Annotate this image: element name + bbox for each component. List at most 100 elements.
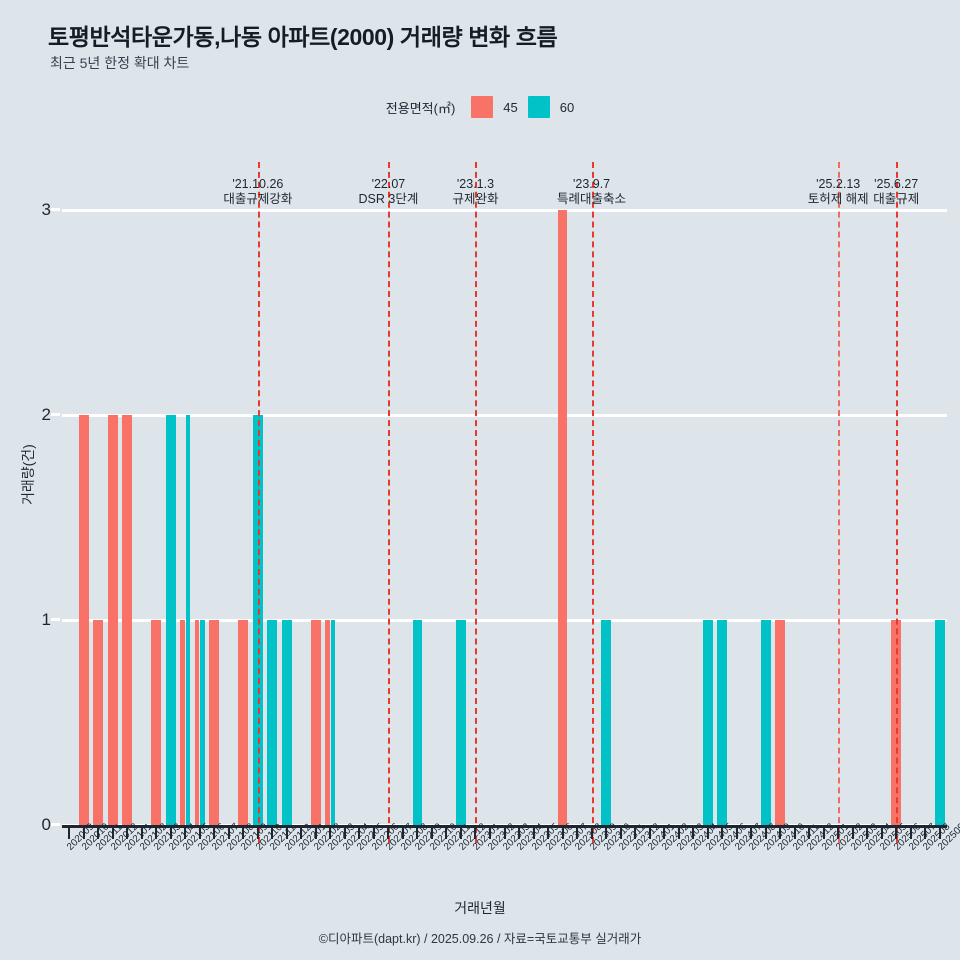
legend-swatch-45	[471, 96, 494, 118]
x-tick-mark-202105	[184, 825, 187, 839]
bar-202106-60[interactable]	[200, 620, 205, 825]
event-marker-label-202110: '21.10.26 대출규제강화	[223, 177, 292, 208]
x-tick-mark-202412	[808, 825, 811, 839]
x-tick-mark-202504	[866, 825, 869, 839]
x-tick-mark-202102	[140, 825, 143, 839]
bar-202107-45[interactable]	[209, 620, 220, 825]
x-tick-mark-202309	[590, 825, 593, 839]
y-tick-label-1: 1	[41, 610, 51, 629]
x-tick-mark-202208	[401, 825, 404, 839]
legend-label-45: 45	[503, 99, 518, 115]
x-tick-mark-202303	[503, 825, 506, 839]
bar-202310-60[interactable]	[601, 620, 611, 825]
x-tick-mark-202502	[837, 825, 840, 839]
x-tick-mark-202409	[764, 825, 767, 839]
bar-202212-60[interactable]	[456, 620, 466, 825]
bar-202103-45[interactable]	[151, 620, 162, 825]
event-date-202502: '25.2.13	[816, 176, 861, 191]
event-marker-label-202301: '23.1.3 규제완화	[452, 177, 498, 208]
bar-202112-60[interactable]	[281, 620, 292, 825]
x-tick-mark-202310	[605, 825, 608, 839]
bar-202011-45[interactable]	[93, 620, 104, 825]
y-tick-mark-3	[51, 207, 60, 211]
y-tick-mark-2	[51, 412, 60, 416]
x-tick-mark-202306	[547, 825, 550, 839]
event-date-202506: '25.6.27	[874, 176, 919, 191]
bar-202105-45[interactable]	[180, 620, 185, 825]
bar-202111-60[interactable]	[267, 620, 278, 825]
x-tick-mark-202308	[576, 825, 579, 839]
bar-202410-45[interactable]	[775, 620, 786, 825]
x-tick-mark-202207	[387, 825, 390, 839]
y-axis-label: 거래량(건)	[20, 444, 36, 505]
gridline-3	[62, 208, 947, 212]
event-marker-label-202502: '25.2.13 토허제 해제	[808, 177, 869, 208]
event-marker-line-202506	[896, 162, 899, 843]
bar-202203-60[interactable]	[331, 620, 336, 825]
bar-202506-45[interactable]	[891, 620, 902, 825]
bar-202110-60[interactable]	[252, 415, 263, 825]
legend-item-45[interactable]: 45	[471, 96, 518, 118]
event-marker-label-202309: '23.9.7 특례대출축소	[557, 177, 626, 208]
x-tick-mark-202312	[634, 825, 637, 839]
bar-202509-60[interactable]	[934, 620, 945, 825]
plot-area: 0 1 2 3 '21.10.26 대출규제강화 '22.07 DSR 3단계 '23.1.3 규…	[42, 162, 947, 843]
x-tick-mark-202011	[97, 825, 100, 839]
event-marker-line-202110	[257, 162, 260, 843]
x-tick-mark-202406	[721, 825, 724, 839]
bar-202012-45[interactable]	[107, 415, 118, 825]
event-date-202207: '22.07	[371, 176, 406, 191]
page-subtitle: 최근 5년 한정 확대 차트	[50, 55, 190, 71]
footer-credit: ©디아파트(dapt.kr) / 2025.09.26 / 자료=국토교통부 실…	[318, 932, 642, 946]
bar-202101-45[interactable]	[122, 415, 133, 825]
y-tick-mark-0	[51, 822, 60, 826]
x-tick-mark-202210	[430, 825, 433, 839]
y-tick-label-2: 2	[41, 405, 51, 424]
bar-202209-60[interactable]	[412, 620, 423, 825]
y-tick-mark-1	[51, 617, 60, 621]
x-tick-mark-202109	[242, 825, 245, 839]
x-tick-mark-202106	[198, 825, 201, 839]
bar-202104-60[interactable]	[165, 415, 176, 825]
x-tick-mark-202209	[416, 825, 419, 839]
event-text-202301: 규제완화	[452, 192, 499, 207]
bar-202109-45[interactable]	[238, 620, 249, 825]
event-marker-line-202502	[838, 162, 841, 843]
x-tick-mark-202307	[561, 825, 564, 839]
x-tick-mark-202302	[488, 825, 491, 839]
bar-202105-60[interactable]	[185, 415, 191, 825]
event-date-202110: '21.10.26	[232, 176, 284, 191]
event-date-202301: '23.1.3	[456, 176, 495, 191]
bar-202106-45[interactable]	[194, 620, 200, 825]
event-text-202309: 특례대출축소	[557, 192, 627, 207]
event-text-202207: DSR 3단계	[358, 192, 419, 207]
x-tick-mark-202212	[459, 825, 462, 839]
x-tick-mark-202211	[445, 825, 448, 839]
x-tick-mark-202401	[648, 825, 651, 839]
bar-202405-60[interactable]	[702, 620, 713, 825]
x-tick-mark-202311	[619, 825, 622, 839]
x-tick-mark-202204	[343, 825, 346, 839]
x-tick-mark-202410	[779, 825, 782, 839]
bar-202010-45[interactable]	[78, 415, 89, 825]
x-tick-mark-202108	[227, 825, 230, 839]
bar-202307-45[interactable]	[557, 210, 568, 825]
bar-202409-60[interactable]	[760, 620, 771, 825]
y-tick-label-3: 3	[41, 200, 51, 219]
x-tick-mark-202301	[474, 825, 477, 839]
x-tick-mark-202407	[735, 825, 738, 839]
legend-label-60: 60	[559, 99, 575, 115]
x-tick-mark-202103	[155, 825, 158, 839]
legend-item-60[interactable]: 60	[527, 96, 575, 118]
x-tick-mark-202507	[909, 825, 912, 839]
bar-202406-60[interactable]	[717, 620, 728, 825]
page-title: 토평반석타운가동,나동 아파트(2000) 거래량 변화 흐름	[48, 24, 558, 50]
bar-202203-45[interactable]	[325, 620, 330, 825]
legend-swatch-60	[527, 96, 550, 118]
bar-202202-45[interactable]	[310, 620, 321, 825]
x-tick-mark-202111	[271, 825, 274, 839]
y-tick-label-0: 0	[41, 815, 51, 834]
event-marker-line-202309	[591, 162, 594, 843]
chart-legend: 전용면적(㎡) 45 60	[0, 96, 960, 118]
